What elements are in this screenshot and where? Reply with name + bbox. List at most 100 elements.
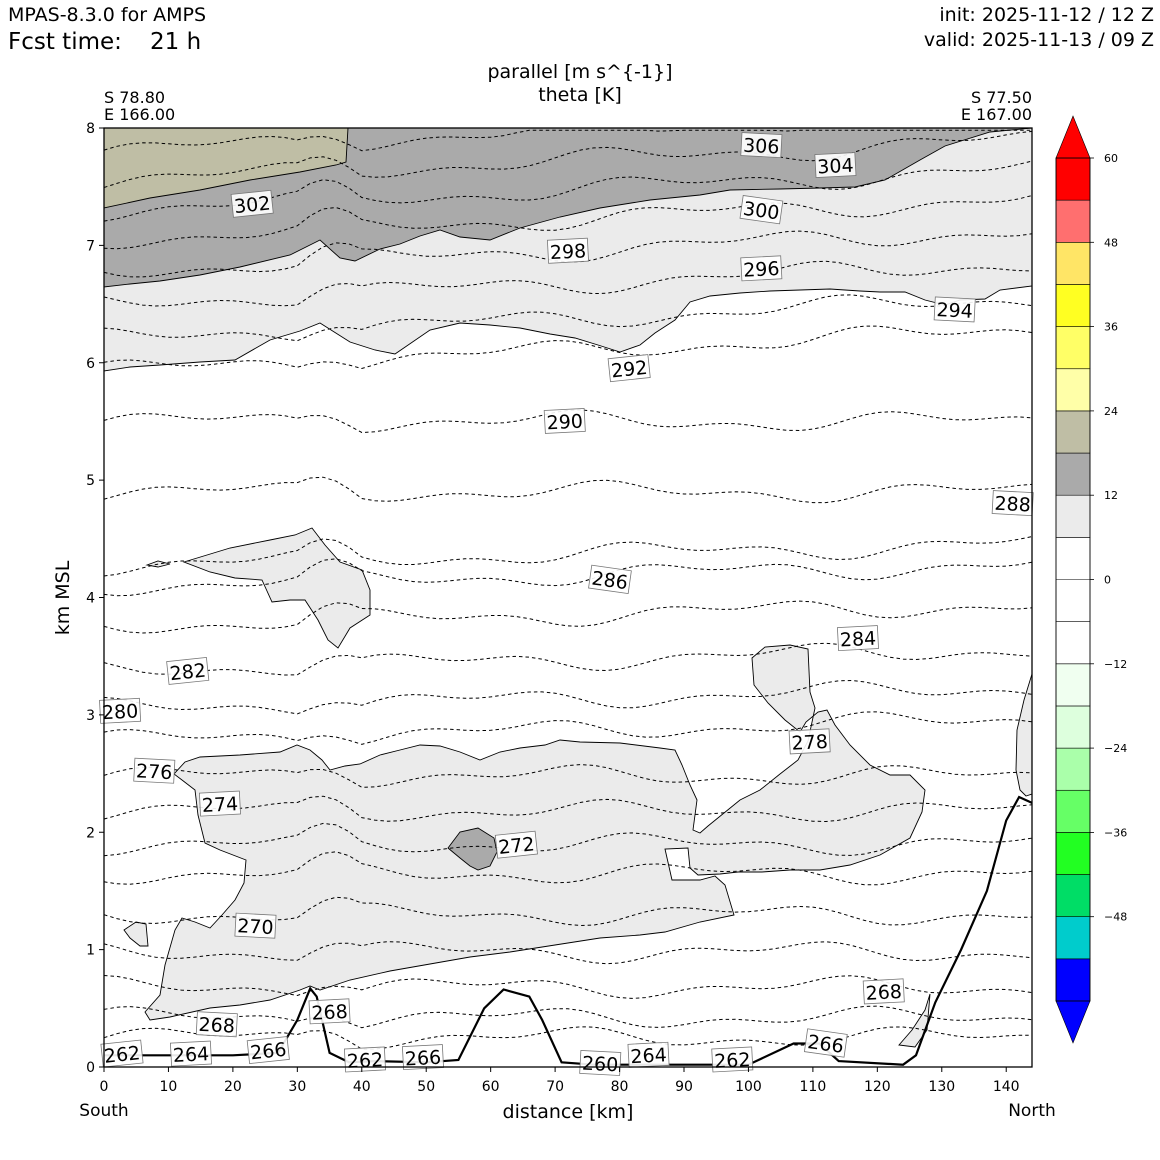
- theta-label-box: [788, 728, 831, 755]
- theta-label: 262: [343, 1046, 386, 1073]
- theta-isoline: [103, 294, 1033, 342]
- x-tick-label: 120: [864, 1079, 891, 1095]
- theta-isoline: [103, 325, 1033, 370]
- y-tick-label: 6: [86, 356, 95, 372]
- theta-label-box: [230, 189, 274, 218]
- theta-label-box: [627, 1041, 670, 1068]
- colorbar-swatch: [1055, 494, 1091, 538]
- theta-label-text: 292: [610, 357, 648, 383]
- theta-label-text: 298: [549, 240, 586, 264]
- theta-label: 290: [543, 407, 586, 435]
- theta-label: 262: [100, 1039, 144, 1068]
- theta-label: 294: [933, 296, 976, 323]
- x-tick-label: 10: [160, 1079, 178, 1095]
- fill-mid-blob: [182, 527, 371, 649]
- theta-label-box: [169, 1040, 212, 1067]
- y-tick-label: 7: [86, 238, 95, 254]
- theta-label: 298: [546, 237, 589, 264]
- colorbar-tick-label: 24: [1104, 405, 1118, 418]
- x-tick-label: 30: [288, 1079, 306, 1095]
- theta-isoline: [103, 536, 1033, 577]
- chart-text: parallel [m s^{-1}]theta [K] distance [km…: [52, 61, 1056, 1123]
- theta-label: 262: [711, 1046, 754, 1073]
- axes: 0 10 20 30 40 50 60 70 80 90 100 110 120 130 140 0 1 2 3 4 5…: [86, 121, 1033, 1095]
- theta-label-text: 304: [817, 155, 854, 179]
- theta-label-text: 286: [590, 567, 629, 594]
- colorbar-tick-label: 36: [1104, 321, 1118, 334]
- theta-label-box: [836, 625, 879, 652]
- y-tick-label: 5: [86, 473, 95, 489]
- theta-label-text: 268: [311, 1001, 348, 1025]
- theta-label-text: 262: [714, 1049, 751, 1073]
- theta-label: 266: [803, 1028, 848, 1058]
- colorbar-tick-label: 0: [1104, 574, 1111, 587]
- theta-label: 264: [627, 1041, 670, 1068]
- colorbar-swatch: [1055, 832, 1091, 875]
- theta-label-text: 272: [497, 833, 535, 859]
- colorbar-tick-label: −36: [1104, 826, 1127, 839]
- theta-label-box: [401, 1044, 444, 1071]
- theta-isoline: [103, 975, 1033, 999]
- colorbar-swatch: [1055, 621, 1091, 665]
- y-tick-label: 2: [86, 825, 95, 841]
- theta-isoline: [103, 795, 1033, 823]
- colorbar-swatch: [1055, 452, 1091, 496]
- theta-label-text: 294: [936, 299, 973, 323]
- theta-label: 268: [308, 998, 351, 1025]
- theta-label-box: [991, 490, 1034, 517]
- fill-upper-mid: [103, 127, 1033, 288]
- contour-lines: [103, 129, 1033, 1050]
- theta-label-box: [933, 296, 976, 323]
- theta-label: 268: [862, 978, 905, 1005]
- theta-label-text: 296: [743, 258, 780, 282]
- x-tick-label: 70: [546, 1079, 564, 1095]
- model-title: MPAS-8.3.0 for AMPS: [8, 4, 207, 26]
- theta-label-box: [803, 1028, 848, 1058]
- forecast-time-value: 21 h: [150, 29, 202, 55]
- x-tick-label: 20: [224, 1079, 242, 1095]
- theta-label: 272: [494, 830, 538, 859]
- theta-isoline: [103, 851, 1033, 886]
- theta-label-text: 288: [994, 493, 1031, 517]
- colorbar-swatch: [1055, 284, 1091, 327]
- theta-label: 268: [195, 1011, 238, 1038]
- colorbar-swatch: [1055, 958, 1091, 1002]
- theta-label-box: [543, 407, 586, 434]
- colorbar-swatch: [1055, 199, 1091, 243]
- colorbar-swatch: [1055, 916, 1091, 960]
- right-direction-label: North: [1008, 1101, 1056, 1121]
- x-tick-label: 140: [993, 1079, 1020, 1095]
- colorbar-swatch: [1055, 242, 1091, 285]
- chart-title-line-2: theta [K]: [538, 84, 622, 106]
- theta-label: 288: [991, 490, 1034, 517]
- theta-label: 264: [169, 1040, 212, 1067]
- theta-label: 306: [740, 132, 783, 159]
- theta-label-text: 266: [806, 1031, 845, 1058]
- theta-isoline: [103, 764, 1033, 788]
- fill-upper-tan: [103, 127, 349, 209]
- fill-right-spike: [898, 993, 931, 1048]
- colorbar-tick-label: 48: [1104, 236, 1118, 249]
- left-endpoint-lon: E 166.00: [104, 105, 175, 124]
- theta-label-box: [494, 830, 538, 859]
- theta-isoline: [103, 129, 1032, 152]
- theta-label-text: 268: [198, 1014, 235, 1038]
- theta-label: 260: [579, 1050, 622, 1076]
- filled-contours: [103, 127, 1033, 1067]
- colorbar-swatch: [1055, 157, 1091, 201]
- theta-label-text: 278: [791, 731, 828, 755]
- theta-isoline: [103, 260, 1033, 307]
- colorbar-swatch: [1055, 368, 1091, 412]
- theta-label-text: 300: [742, 198, 781, 225]
- theta-isoline: [103, 642, 1033, 676]
- colorbar-tick-label: −24: [1104, 742, 1127, 755]
- theta-label-box: [814, 152, 857, 179]
- colorbar-tick-label: 12: [1104, 489, 1118, 502]
- theta-label: 278: [788, 728, 831, 755]
- theta-isoline: [103, 600, 1033, 634]
- fill-right-sliver: [1015, 673, 1033, 797]
- colorbar-tick-label: −48: [1104, 911, 1127, 924]
- colorbar-swatch: [1055, 705, 1091, 749]
- theta-label-text: 290: [546, 411, 583, 435]
